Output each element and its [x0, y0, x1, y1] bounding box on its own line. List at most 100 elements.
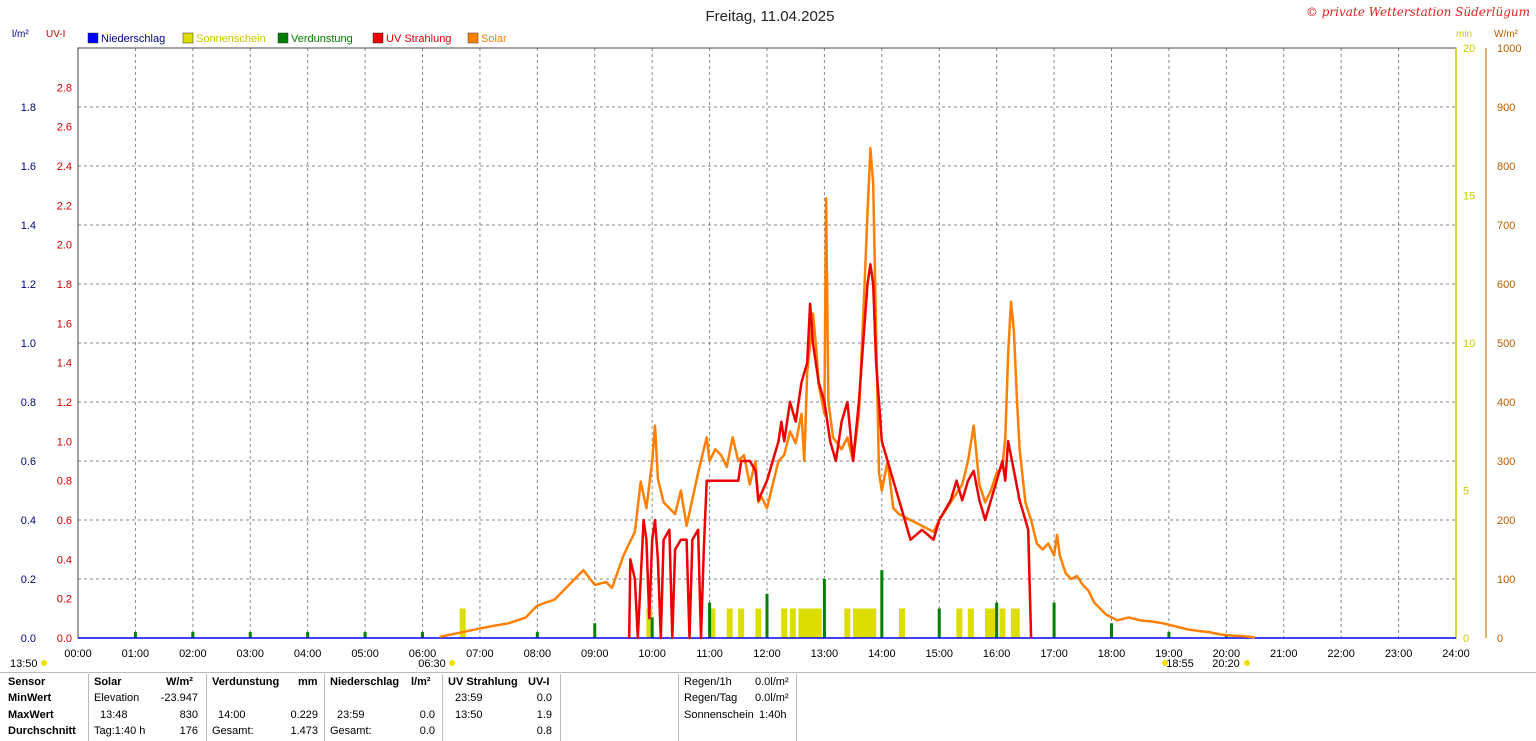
legend-label: UV Strahlung: [386, 33, 451, 45]
legend-label: Solar: [481, 33, 507, 45]
col-divider: [88, 674, 89, 741]
evaporation-bar: [822, 579, 826, 638]
sunshine-bar: [1013, 608, 1020, 638]
tick-labels: 0.0 0.2 0.4 0.6 0.8 1.0 1.2 1.4 1.6 1.8 0.0 0.2 0.4 0…: [10, 43, 1521, 670]
evaporation-bar: [937, 608, 941, 638]
sun-marker: [1162, 660, 1168, 666]
sunshine-bar: [864, 608, 871, 638]
tick-x: 15:00: [925, 648, 953, 660]
evaporation-bar: [1167, 632, 1171, 638]
legend-label: Sonnenschein: [196, 33, 266, 45]
sunshine-bar: [709, 608, 716, 638]
tick-x: 03:00: [236, 648, 264, 660]
hdr-uv-unit: UV-I: [528, 676, 550, 688]
tick-left-uv: 2.6: [57, 122, 72, 134]
sunshine-bar: [999, 608, 1006, 638]
hdr-verd-unit: mm: [298, 676, 318, 688]
tick-right-min: 0: [1463, 633, 1469, 645]
unit-right-w: W/m²: [1494, 29, 1519, 40]
min-solar-a: Elevation: [94, 692, 140, 704]
tick-right-w: 1000: [1497, 43, 1521, 55]
evaporation-bar: [363, 632, 367, 638]
evaporation-bar: [593, 623, 597, 638]
tick-x: 21:00: [1270, 648, 1298, 660]
sunshine-bar: [809, 608, 816, 638]
tick-x: 02:00: [179, 648, 207, 660]
unit-left-mm: l/m²: [12, 29, 29, 40]
tick-x: 17:00: [1040, 648, 1068, 660]
solar-line: [439, 147, 1256, 639]
tick-x: 16:00: [983, 648, 1011, 660]
evaporation-bar: [880, 570, 884, 638]
tick-left-uv: 1.0: [57, 436, 72, 448]
time-marker-label: 18:55: [1166, 658, 1194, 670]
unit-right-min: min: [1456, 29, 1472, 40]
tick-left-uv: 0.0: [57, 633, 72, 645]
tick-x: 07:00: [466, 648, 494, 660]
tick-left-mm: 1.6: [21, 161, 36, 173]
sum-rain-1h-value: 0.0l/m²: [755, 676, 789, 688]
tick-right-w: 200: [1497, 515, 1515, 527]
sunshine-bar: [798, 608, 805, 638]
sunshine-bar: [726, 608, 733, 638]
sunshine-bar: [956, 608, 963, 638]
tick-left-uv: 2.4: [57, 161, 72, 173]
sunshine-bar: [815, 608, 822, 638]
sunshine-bar: [967, 608, 974, 638]
tick-left-uv: 0.4: [57, 554, 72, 566]
evaporation-bar: [650, 617, 654, 638]
tick-left-mm: 1.4: [21, 220, 36, 232]
sum-rain-day-label: Regen/Tag: [684, 692, 738, 704]
table-separator: [0, 672, 1536, 673]
tick-x: 22:00: [1327, 648, 1355, 660]
max-uv-a: 13:50: [455, 709, 483, 721]
tick-right-w: 700: [1497, 220, 1515, 232]
tick-right-w: 500: [1497, 338, 1515, 350]
legend: Niederschlag Sonnenschein Verdunstung UV St…: [87, 32, 507, 45]
avg-verd-a: Gesamt:: [212, 725, 254, 737]
tick-left-uv: 1.2: [57, 397, 72, 409]
sun-marker: [1244, 660, 1250, 666]
min-solar-b: -23.947: [160, 692, 198, 704]
tick-left-mm: 0.8: [21, 397, 36, 409]
sum-sun-label: Sonnenschein: [684, 709, 754, 721]
tick-left-uv: 2.2: [57, 200, 72, 212]
tick-left-uv: 1.8: [57, 279, 72, 291]
tick-x: 24:00: [1442, 648, 1470, 660]
avg-nied-b: 0.0: [419, 725, 435, 737]
avg-verd-b: 1.473: [290, 725, 318, 737]
tick-right-min: 5: [1463, 486, 1469, 498]
min-uv-a: 23:59: [455, 692, 483, 704]
col-divider: [206, 674, 207, 741]
hdr-uv: UV Strahlung: [448, 676, 518, 688]
hdr-nied-unit: l/m²: [411, 676, 431, 688]
evaporation-bar: [1052, 602, 1056, 638]
avg-uv-b: 0.8: [536, 725, 552, 737]
tick-right-w: 400: [1497, 397, 1515, 409]
sunshine-bar: [804, 608, 811, 638]
sunshine-bar: [985, 608, 992, 638]
legend-swatch: [182, 32, 194, 44]
sunshine-bar: [858, 608, 865, 638]
sunshine-bar: [844, 608, 851, 638]
tick-right-min: 10: [1463, 338, 1475, 350]
tick-x: 09:00: [581, 648, 609, 660]
row-max-label: MaxWert: [8, 709, 54, 721]
evaporation-bar: [421, 632, 424, 638]
copyright-text: © private Wetterstation Süderlügum: [1306, 5, 1530, 19]
tick-x: 12:00: [753, 648, 781, 660]
sunshine-bar: [870, 608, 877, 638]
avg-solar-b: 176: [179, 725, 198, 737]
evaporation-bar: [133, 632, 137, 638]
tick-x: 01:00: [122, 648, 150, 660]
tick-x: 14:00: [868, 648, 896, 660]
evaporation-bar: [1110, 623, 1113, 638]
bars-layer: [133, 570, 1228, 638]
sunshine-bar: [990, 608, 997, 638]
grid: [77, 47, 1487, 639]
tick-x: 10:00: [638, 648, 666, 660]
uv-line: [627, 263, 1033, 640]
tick-right-w: 800: [1497, 161, 1515, 173]
tick-left-uv: 2.8: [57, 82, 72, 94]
max-solar-b: 830: [179, 709, 198, 721]
